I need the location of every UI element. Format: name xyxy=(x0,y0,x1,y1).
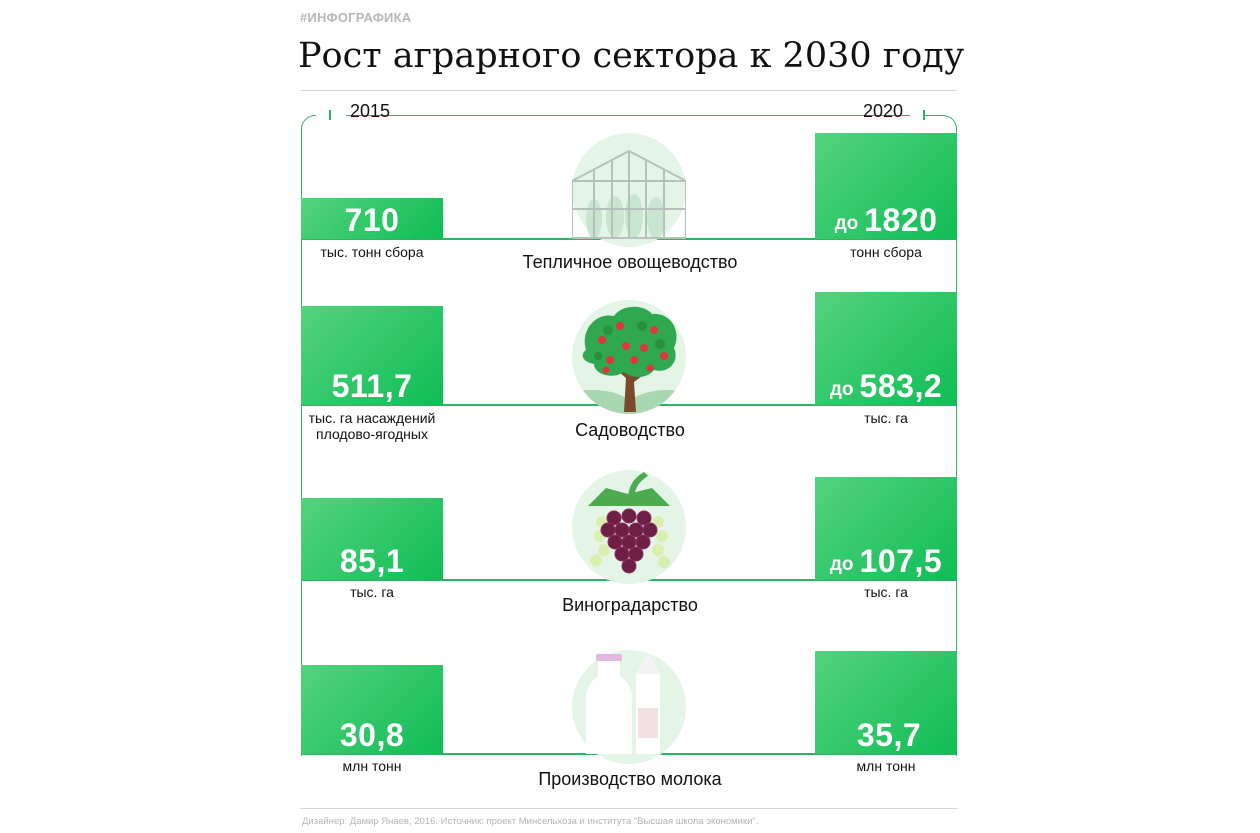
footer-credits: Дизайнер: Дамир Янаев, 2016. Источник: п… xyxy=(302,816,759,827)
sector-label: Тепличное овощеводство xyxy=(522,252,738,272)
left-value: 710 xyxy=(344,202,400,238)
frame-gap-left xyxy=(316,110,346,122)
sector-label: Производство молока xyxy=(538,769,722,789)
year-left: 2015 xyxy=(350,101,391,121)
greenhouse-icon xyxy=(572,133,686,247)
left-value-label: млн тонн xyxy=(342,758,402,774)
left-value: 85,1 xyxy=(339,543,405,579)
right-value: 1820 xyxy=(864,202,938,238)
left-value-box: 710 xyxy=(301,198,443,239)
title-divider xyxy=(300,90,957,91)
right-prefix: до xyxy=(834,213,859,234)
left-value-label: тыс. тонн сбора xyxy=(320,244,424,260)
right-value-label: тыс. га xyxy=(864,410,908,426)
right-value-box: 35,7 xyxy=(815,651,957,754)
right-prefix: до xyxy=(829,379,854,400)
frame-tick-right xyxy=(923,110,925,120)
left-value-box: 85,1 xyxy=(301,498,443,580)
left-value-box: 30,8 xyxy=(301,665,443,754)
right-value-box: до 583,2 xyxy=(815,292,957,405)
frame-gap-right xyxy=(910,110,924,122)
right-value-box: до 1820 xyxy=(815,133,957,239)
left-value-label: тыс. га насаждений плодово-ягодных xyxy=(308,410,436,442)
right-value-box: до 107,5 xyxy=(815,477,957,580)
hashtag: #ИНФОГРАФИКА xyxy=(300,10,412,25)
left-value-label: тыс. га xyxy=(350,584,394,600)
right-value: 35,7 xyxy=(856,717,922,753)
left-value: 511,7 xyxy=(331,368,413,404)
right-value-label: тыс. га xyxy=(864,584,908,600)
milk-icon xyxy=(572,650,686,764)
right-prefix: до xyxy=(829,554,854,575)
right-value: 107,5 xyxy=(859,543,943,579)
footer-divider xyxy=(300,808,957,809)
right-value-label: млн тонн xyxy=(856,758,916,774)
grapes-icon xyxy=(572,470,686,584)
right-value: 583,2 xyxy=(859,368,943,404)
left-value-box: 511,7 xyxy=(301,306,443,405)
frame-tick-left xyxy=(329,110,331,120)
sector-label: Садоводство xyxy=(575,420,685,440)
sector-label: Виноградарство xyxy=(562,595,698,615)
year-right: 2020 xyxy=(863,101,904,121)
timeline-frame xyxy=(301,115,957,756)
page-title: Рост аграрного сектора к 2030 году xyxy=(298,36,965,76)
apple-tree-icon xyxy=(572,300,686,414)
right-value-label: тонн сбора xyxy=(850,244,922,260)
left-value: 30,8 xyxy=(339,717,405,753)
